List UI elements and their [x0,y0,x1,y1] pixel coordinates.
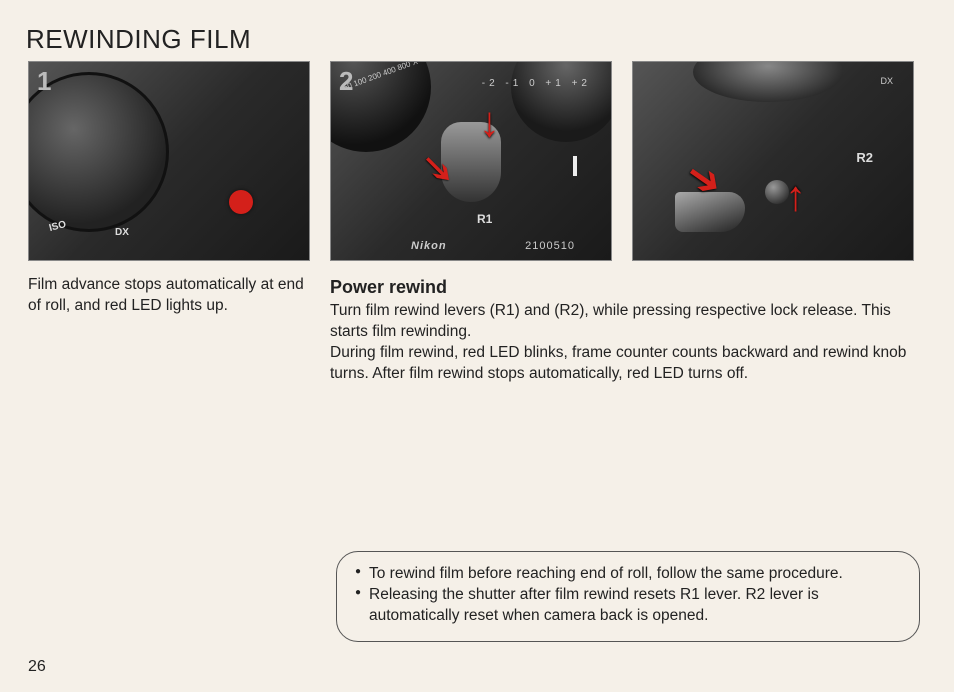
captions-row: Film advance stops automatically at end … [28,275,926,385]
r2-label: R2 [856,150,873,165]
index-mark [573,156,577,176]
figure-3: R2 DX ➔ ↓ [632,61,914,261]
figure-1: 1 ISO DX [28,61,310,261]
images-row: 1 ISO DX 50 100 200 400 800 X -2 -1 0 +1… [28,61,926,261]
notes-box: To rewind film before reaching end of ro… [336,551,920,642]
red-led-icon [229,190,253,214]
step-number-2: 2 [339,66,353,97]
note-item: Releasing the shutter after film rewind … [355,585,901,627]
rewind-knob [693,61,843,102]
brand-label: Nikon [411,240,447,252]
figure-2: 50 100 200 400 800 X -2 -1 0 +1 +2 2 ➔ ↓… [330,61,612,261]
dial-right-marks: -2 -1 0 +1 +2 [482,78,591,89]
exposure-comp-dial [511,61,612,142]
power-rewind-heading: Power rewind [330,275,915,299]
notes-list: To rewind film before reaching end of ro… [355,564,901,627]
step-number-1: 1 [37,66,51,97]
dx-label: DX [115,227,129,238]
arrow-up-icon: ↓ [785,178,806,226]
power-rewind-section: Power rewind Turn film rewind levers (R1… [330,275,915,385]
power-rewind-p1: Turn film rewind levers (R1) and (R2), w… [330,301,915,343]
caption-1: Film advance stops automatically at end … [28,275,310,385]
page-number: 26 [28,658,46,676]
serial-number: 2100510 [525,240,575,252]
note-item: To rewind film before reaching end of ro… [355,564,901,585]
dx-label-3: DX [880,76,893,86]
arrow-down-icon: ↓ [479,98,500,146]
r1-label: R1 [477,212,492,226]
power-rewind-p2: During film rewind, red LED blinks, fram… [330,343,915,385]
page-title: REWINDING FILM [26,24,926,55]
